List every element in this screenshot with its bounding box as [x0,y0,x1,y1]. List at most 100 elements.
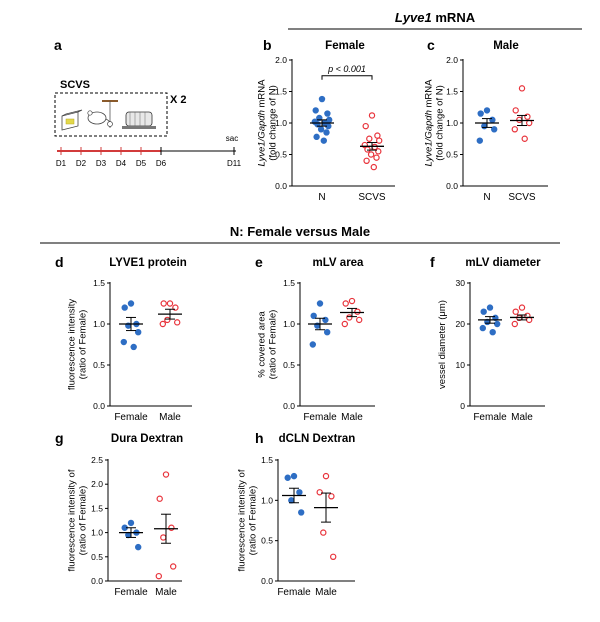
data-point [491,126,498,133]
chart-title: Female [325,40,365,52]
data-point [160,534,167,541]
y-tick-label: 0.0 [93,401,105,411]
y-tick-label: 2.0 [446,55,458,65]
y-axis-label-part: mRNA [424,79,435,110]
day-label-d4: D4 [116,159,127,168]
data-point [518,85,526,92]
y-axis-label-part: fluorescence intensity of [67,469,78,571]
mrna-header: Lyve1 mRNA [395,10,476,25]
y-tick-label: 1.5 [446,87,458,97]
data-point [348,297,356,305]
data-point [168,524,175,531]
y-tick-label: 0.0 [283,401,295,411]
data-point [330,553,337,561]
panel-d-chart: d LYVE1 protein 0.0 0.5 1.0 1.5 Female Male fluo… [55,254,192,423]
data-point [159,320,166,328]
day-label-d11: D11 [227,159,242,168]
restraint-bar-icon [102,100,118,128]
mrna-header-rest: mRNA [432,10,476,25]
day-label-d1: D1 [56,159,67,168]
x-category-label: Female [473,412,507,423]
female-vs-male-header: N: Female versus Male [230,224,370,239]
panel-label-c: c [427,37,435,53]
y-axis-label-part: fluorescence intensity of [237,469,248,571]
data-point [366,135,373,142]
scvs-label: SCVS [60,79,90,91]
y-tick-label: 0.5 [275,150,287,160]
x-category-label: N [318,192,325,203]
data-point [130,343,137,351]
data-point [134,329,142,336]
sac-label: sac [226,134,238,143]
data-point [310,312,317,319]
data-point [376,137,383,144]
y-axis-label: fluorescence intensity(ratio of Female) [67,299,89,391]
data-point [362,122,369,130]
y-axis-label-part: Lyve1/Gapdh [424,110,435,166]
y-tick-label: 1.0 [261,495,273,505]
y-tick-label: 0 [460,401,465,411]
y-tick-label: 1.0 [91,528,103,538]
data-point [370,163,377,171]
data-point [316,114,323,122]
y-axis-label: % covered area(ratio of Female) [257,310,279,380]
day-ticks: D1 D2 D3 D4 D5 D6 D11 [56,147,242,168]
data-point [169,563,177,570]
panel-label-d: d [55,254,64,270]
x-category-label: Male [341,412,363,423]
y-axis-label-part: mRNA [257,79,268,110]
data-point [511,320,519,328]
data-point [164,316,171,324]
y-tick-label: 0.5 [261,536,273,546]
data-point [368,112,376,119]
data-point [298,509,305,516]
y-axis-label-part: fluorescence intensity [67,299,78,391]
panel-label-g: g [55,430,64,446]
data-point [481,122,488,130]
p-value-annotation: p < 0.001 [327,64,366,74]
y-tick-label: 20 [456,319,466,329]
scvs-dashed-box [54,92,168,137]
y-tick-label: 2.0 [275,55,287,65]
data-point [320,137,327,144]
data-point [127,519,135,527]
data-point [290,472,298,480]
panel-a-protocol: a SCVS X 2 D1 D2 D3 D [54,37,242,168]
data-point [476,137,483,144]
y-tick-label: 1.0 [283,319,295,329]
data-point [494,320,501,328]
chart-title: Dura Dextran [111,433,183,445]
y-axis-label: fluorescence intensity of(ratio of Femal… [237,469,259,571]
y-tick-label: 0.0 [275,181,287,191]
data-point [134,543,142,551]
y-tick-label: 0.0 [91,576,103,586]
data-point [512,308,519,315]
day-label-d3: D3 [96,159,107,168]
y-tick-label: 0.5 [93,360,105,370]
panel-b-chart: b Female 0.0 0.5 1.0 1.5 2.0 N SCVS Lyve1/Gapdh m… [257,37,395,203]
y-axis-label: vessel diameter (μm) [437,300,448,389]
data-point [512,107,519,114]
chart-title: mLV area [313,257,365,269]
data-point [526,119,533,127]
data-point [121,304,128,311]
data-point [316,300,324,307]
data-point [317,126,325,133]
x-category-label: Male [159,412,181,423]
data-point [479,324,486,332]
data-point [486,304,494,311]
data-point [375,148,382,155]
y-tick-label: 1.5 [275,87,287,97]
y-axis-label-part: Lyve1/Gapdh [257,110,268,166]
data-point [374,132,381,139]
chart-panels: b Female 0.0 0.5 1.0 1.5 2.0 N SCVS Lyve1/Gapdh m… [55,37,548,598]
mouse-icon [87,110,111,128]
panel-g-chart: g Dura Dextran 0.0 0.5 1.0 1.5 2.0 2.5 Female Mal… [55,430,183,598]
y-tick-label: 2.5 [91,455,103,465]
repeat-label: X 2 [170,94,187,106]
data-point [156,495,163,502]
data-point [511,126,519,133]
y-axis-label-part: (fold change of N) [435,85,446,161]
data-point [166,300,174,307]
x-category-label: Female [114,412,148,423]
